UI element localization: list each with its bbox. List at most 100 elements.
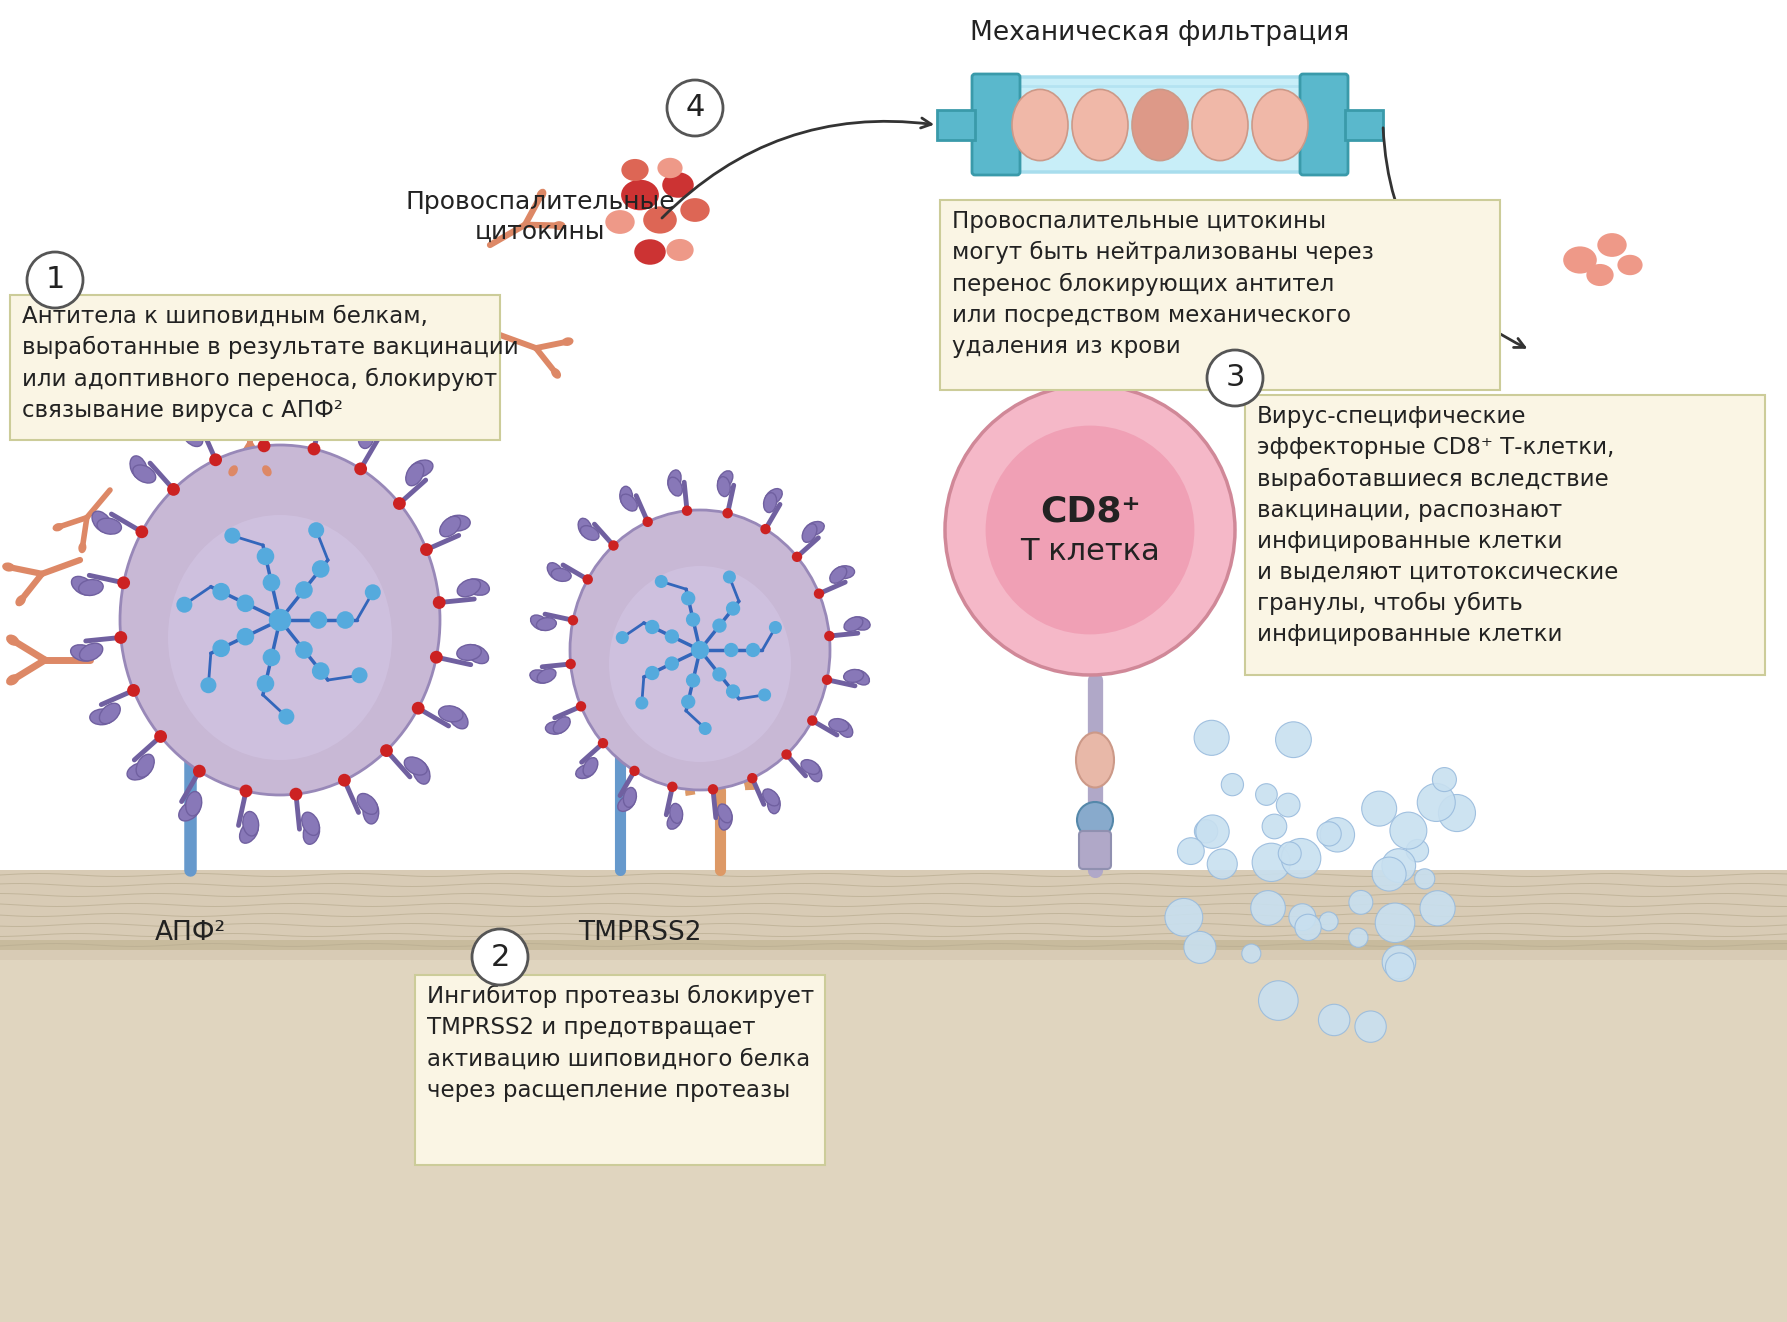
Circle shape <box>236 628 254 645</box>
Circle shape <box>27 253 82 308</box>
Ellipse shape <box>545 722 565 734</box>
Circle shape <box>154 730 166 743</box>
Text: Механическая фильтрация: Механическая фильтрация <box>970 20 1349 46</box>
Circle shape <box>713 619 727 633</box>
Circle shape <box>431 650 443 664</box>
Circle shape <box>338 773 350 787</box>
Circle shape <box>608 541 618 551</box>
Ellipse shape <box>359 419 381 439</box>
Ellipse shape <box>765 489 783 505</box>
Bar <box>0 0 1787 900</box>
Ellipse shape <box>609 566 792 761</box>
Bar <box>936 110 976 140</box>
Circle shape <box>354 463 366 476</box>
Ellipse shape <box>1253 90 1308 161</box>
Circle shape <box>1242 944 1262 964</box>
Ellipse shape <box>440 517 461 537</box>
Circle shape <box>420 543 432 557</box>
Ellipse shape <box>829 567 847 583</box>
Ellipse shape <box>168 516 391 760</box>
Ellipse shape <box>829 719 849 731</box>
Ellipse shape <box>229 465 238 476</box>
Circle shape <box>225 527 239 543</box>
Ellipse shape <box>561 337 574 346</box>
Ellipse shape <box>130 456 147 480</box>
Ellipse shape <box>667 810 683 829</box>
Text: Провоспалительные
цитокины: Провоспалительные цитокины <box>406 190 675 243</box>
Ellipse shape <box>536 189 547 201</box>
Ellipse shape <box>457 645 481 661</box>
Ellipse shape <box>547 563 563 580</box>
FancyBboxPatch shape <box>415 976 826 1165</box>
Circle shape <box>813 588 824 599</box>
Ellipse shape <box>182 426 202 447</box>
Circle shape <box>411 702 425 715</box>
Circle shape <box>127 683 139 697</box>
Ellipse shape <box>409 460 432 477</box>
Ellipse shape <box>100 703 120 723</box>
Ellipse shape <box>802 524 817 542</box>
Ellipse shape <box>583 758 599 776</box>
Ellipse shape <box>843 669 863 682</box>
Circle shape <box>1262 814 1287 838</box>
Ellipse shape <box>91 512 113 533</box>
Ellipse shape <box>634 239 667 264</box>
Circle shape <box>722 508 733 518</box>
Ellipse shape <box>1076 732 1113 788</box>
Circle shape <box>708 784 718 795</box>
Ellipse shape <box>718 471 733 489</box>
Circle shape <box>236 595 254 612</box>
Ellipse shape <box>763 789 779 806</box>
Ellipse shape <box>718 810 733 830</box>
Circle shape <box>239 784 252 797</box>
Ellipse shape <box>835 566 854 579</box>
FancyBboxPatch shape <box>1246 395 1766 676</box>
Circle shape <box>295 641 313 658</box>
Circle shape <box>1349 928 1369 948</box>
Circle shape <box>654 575 668 588</box>
Ellipse shape <box>5 674 20 686</box>
Ellipse shape <box>96 518 122 534</box>
Circle shape <box>686 612 701 627</box>
Circle shape <box>822 674 833 685</box>
Circle shape <box>381 744 393 758</box>
Circle shape <box>808 715 817 726</box>
Ellipse shape <box>575 764 595 779</box>
Circle shape <box>1078 802 1113 838</box>
Circle shape <box>758 689 772 702</box>
Ellipse shape <box>89 709 114 724</box>
Text: Антитела к шиповидным белкам,
выработанные в результате вакцинации
или адоптивно: Антитела к шиповидным белкам, выработанн… <box>21 305 518 422</box>
Ellipse shape <box>179 801 200 821</box>
Circle shape <box>1381 945 1415 978</box>
Circle shape <box>177 596 193 612</box>
Circle shape <box>352 668 368 683</box>
Text: 4: 4 <box>684 94 704 123</box>
Circle shape <box>263 574 281 591</box>
FancyBboxPatch shape <box>972 74 1020 175</box>
Circle shape <box>1278 842 1301 865</box>
Circle shape <box>307 522 323 538</box>
FancyBboxPatch shape <box>940 200 1499 390</box>
Circle shape <box>209 453 222 467</box>
Text: Вирус-специфические
эффекторные CD8⁺ Т-клетки,
выработавшиеся вследствие
вакцина: Вирус-специфические эффекторные CD8⁺ Т-к… <box>1256 405 1619 646</box>
Text: TMPRSS2: TMPRSS2 <box>579 920 702 947</box>
Ellipse shape <box>186 792 202 816</box>
Text: 3: 3 <box>1226 364 1246 393</box>
Circle shape <box>699 722 711 735</box>
Ellipse shape <box>1564 246 1598 274</box>
Ellipse shape <box>667 239 693 260</box>
Circle shape <box>1319 1005 1349 1035</box>
Ellipse shape <box>668 469 681 489</box>
Ellipse shape <box>357 793 377 814</box>
Circle shape <box>1194 720 1229 755</box>
Ellipse shape <box>658 157 683 178</box>
Circle shape <box>1317 822 1342 846</box>
Circle shape <box>313 662 329 680</box>
FancyBboxPatch shape <box>976 77 1346 172</box>
Ellipse shape <box>302 405 318 428</box>
Circle shape <box>629 765 640 776</box>
Text: CD8⁺: CD8⁺ <box>1040 494 1140 529</box>
Circle shape <box>118 576 130 590</box>
Ellipse shape <box>1192 90 1247 161</box>
Ellipse shape <box>801 760 820 775</box>
